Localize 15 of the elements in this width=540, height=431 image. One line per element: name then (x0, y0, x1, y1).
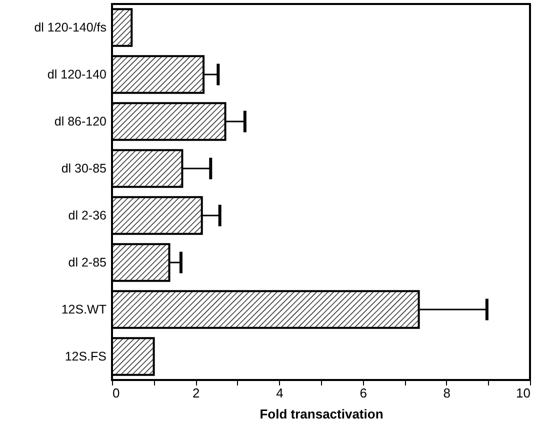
x-tick-label: 2 (192, 386, 200, 400)
y-tick-label: dl 86-120 (54, 114, 107, 128)
x-tick-label: 8 (443, 386, 451, 400)
y-tick-label: dl 30-85 (61, 162, 107, 176)
y-tick-label: dl 2-85 (68, 256, 107, 270)
y-tick-label: dl 2-36 (68, 208, 107, 222)
y-tick-label: dl 120-140/fs (34, 20, 106, 34)
x-tick-label: 10 (516, 386, 530, 400)
x-tick-label: 4 (276, 386, 284, 400)
x-tick-label: 0 (112, 386, 120, 400)
x-tick-label: 6 (360, 386, 367, 400)
y-tick-label: 12S.WT (61, 302, 107, 316)
y-tick-label: dl 120-140 (47, 68, 107, 82)
x-axis-title: Fold transactivation (260, 406, 384, 422)
y-tick-label: 12S.FS (64, 350, 106, 364)
